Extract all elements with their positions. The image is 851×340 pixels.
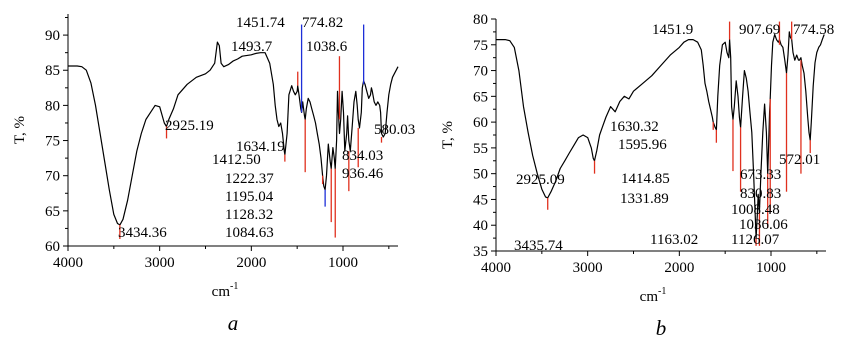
- y-tick-label: 75: [45, 134, 60, 150]
- peak-label: 1493.7: [231, 39, 273, 55]
- x-tick-label: 2000: [236, 255, 266, 271]
- peak-label: 834.03: [342, 148, 383, 164]
- peak-label: 1084.63: [225, 225, 274, 241]
- peak-label: 774.58: [793, 22, 834, 38]
- peak-label: 1595.96: [618, 137, 667, 153]
- y-tick-label: 65: [45, 204, 60, 220]
- y-tick-label: 65: [473, 89, 488, 105]
- peak-label: 1038.6: [306, 39, 348, 55]
- peak-label: 1451.9: [652, 22, 693, 38]
- y-tick-label: 45: [473, 192, 488, 208]
- x-axis-label: cm-1: [640, 286, 667, 305]
- chart-panel-b: 4000 3000 2000 1000 35 40 45 50 55 60 65 70 75 80 cm-1…: [440, 12, 834, 340]
- peak-label: 830.83: [740, 186, 781, 202]
- peak-label: 580.03: [374, 122, 415, 138]
- peak-label: 3434.36: [118, 225, 167, 241]
- y-tick-label: 70: [45, 169, 60, 185]
- peak-label: 572.01: [779, 152, 820, 168]
- y-tick-label: 35: [473, 244, 488, 260]
- y-tick-label: 80: [45, 98, 60, 114]
- y-tick-label: 55: [473, 141, 488, 157]
- y-tick-label: 60: [45, 239, 60, 255]
- peak-label: 1451.74: [236, 15, 285, 31]
- x-axis-label-exponent: -1: [230, 281, 238, 292]
- y-tick-label: 70: [473, 64, 488, 80]
- y-tick-label: 50: [473, 167, 488, 183]
- x-tick-label: 3000: [573, 260, 603, 276]
- panel-label: b: [656, 316, 667, 340]
- y-tick-label: 75: [473, 38, 488, 54]
- peak-label: 774.82: [302, 15, 343, 31]
- x-tick-label: 3000: [145, 255, 175, 271]
- peak-label: 2925.09: [516, 172, 565, 188]
- x-tick-label: 1000: [328, 255, 358, 271]
- peak-label: 1414.85: [621, 171, 670, 187]
- peak-label: 1126.07: [731, 232, 780, 248]
- x-tick-label: 4000: [481, 260, 511, 276]
- y-tick-label: 85: [45, 63, 60, 79]
- peak-label: 1128.32: [225, 207, 273, 223]
- x-axis-label: cm-1: [212, 281, 239, 300]
- y-axis-label: T, %: [440, 121, 456, 149]
- x-axis-label-exponent: -1: [658, 286, 666, 297]
- x-tick-label: 1000: [756, 260, 786, 276]
- peak-label: 1008.48: [731, 202, 780, 218]
- peak-label: 1331.89: [620, 191, 669, 207]
- y-tick-label: 80: [473, 12, 488, 28]
- peak-label: 1412.50: [212, 152, 261, 168]
- peak-label: 1222.37: [225, 171, 274, 187]
- peak-label: 1036.06: [739, 217, 788, 233]
- peak-label: 1195.04: [225, 189, 274, 205]
- peak-label: 907.69: [739, 22, 780, 38]
- peak-label: 673.33: [740, 167, 781, 183]
- x-tick-label: 2000: [664, 260, 694, 276]
- panel-label: a: [228, 311, 239, 335]
- peak-label: 936.46: [342, 166, 384, 182]
- x-tick-label: 4000: [53, 255, 83, 271]
- peak-label: 2925.19: [165, 118, 214, 134]
- y-tick-label: 60: [473, 115, 488, 131]
- y-tick-label: 90: [45, 28, 60, 44]
- peak-label: 1634.19: [236, 139, 285, 155]
- chart-panel-a: 4000 3000 2000 1000 60 65 70 75 80 85 90 cm-1 T, % a 3…: [12, 14, 415, 335]
- peak-label: 1163.02: [650, 232, 698, 248]
- peak-label: 1630.32: [610, 119, 659, 135]
- y-axis-label: T, %: [12, 116, 28, 144]
- y-tick-label: 40: [473, 218, 488, 234]
- peak-label: 3435.74: [514, 238, 563, 254]
